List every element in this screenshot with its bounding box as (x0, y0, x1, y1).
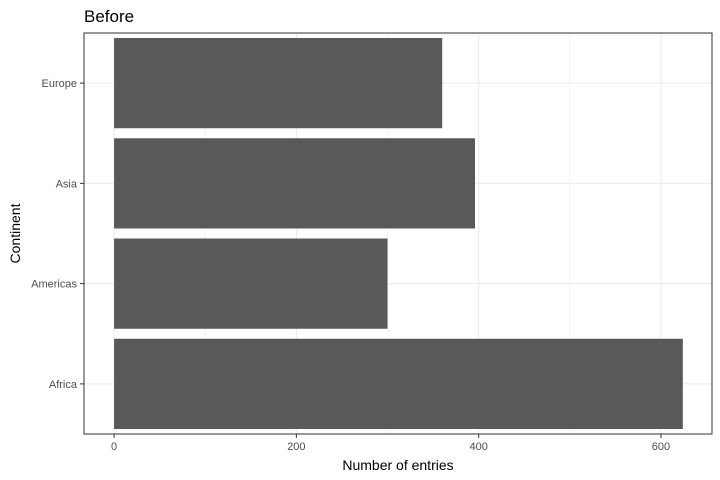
x-axis: 0 200 400 600 (111, 434, 670, 453)
bar-europe (114, 38, 443, 129)
y-tick-label: Americas (31, 279, 77, 291)
x-tick-label: 400 (469, 441, 487, 453)
x-axis-title: Number of entries (342, 457, 453, 473)
bar-africa (114, 338, 683, 429)
plot-title: Before (84, 7, 134, 26)
bar-asia (114, 138, 476, 229)
y-tick-label: Africa (49, 379, 78, 391)
panel-border (83, 32, 713, 435)
y-axis-title: Continent (7, 203, 23, 263)
x-tick-label: 600 (652, 441, 670, 453)
x-tick-label: 200 (287, 441, 305, 453)
bars (114, 38, 683, 429)
bar-americas (114, 238, 388, 329)
x-tick-label: 0 (111, 441, 117, 453)
y-tick-label: Europe (42, 78, 77, 90)
y-tick-label: Asia (56, 178, 78, 190)
y-axis: Africa Americas Asia Europe (31, 78, 84, 391)
